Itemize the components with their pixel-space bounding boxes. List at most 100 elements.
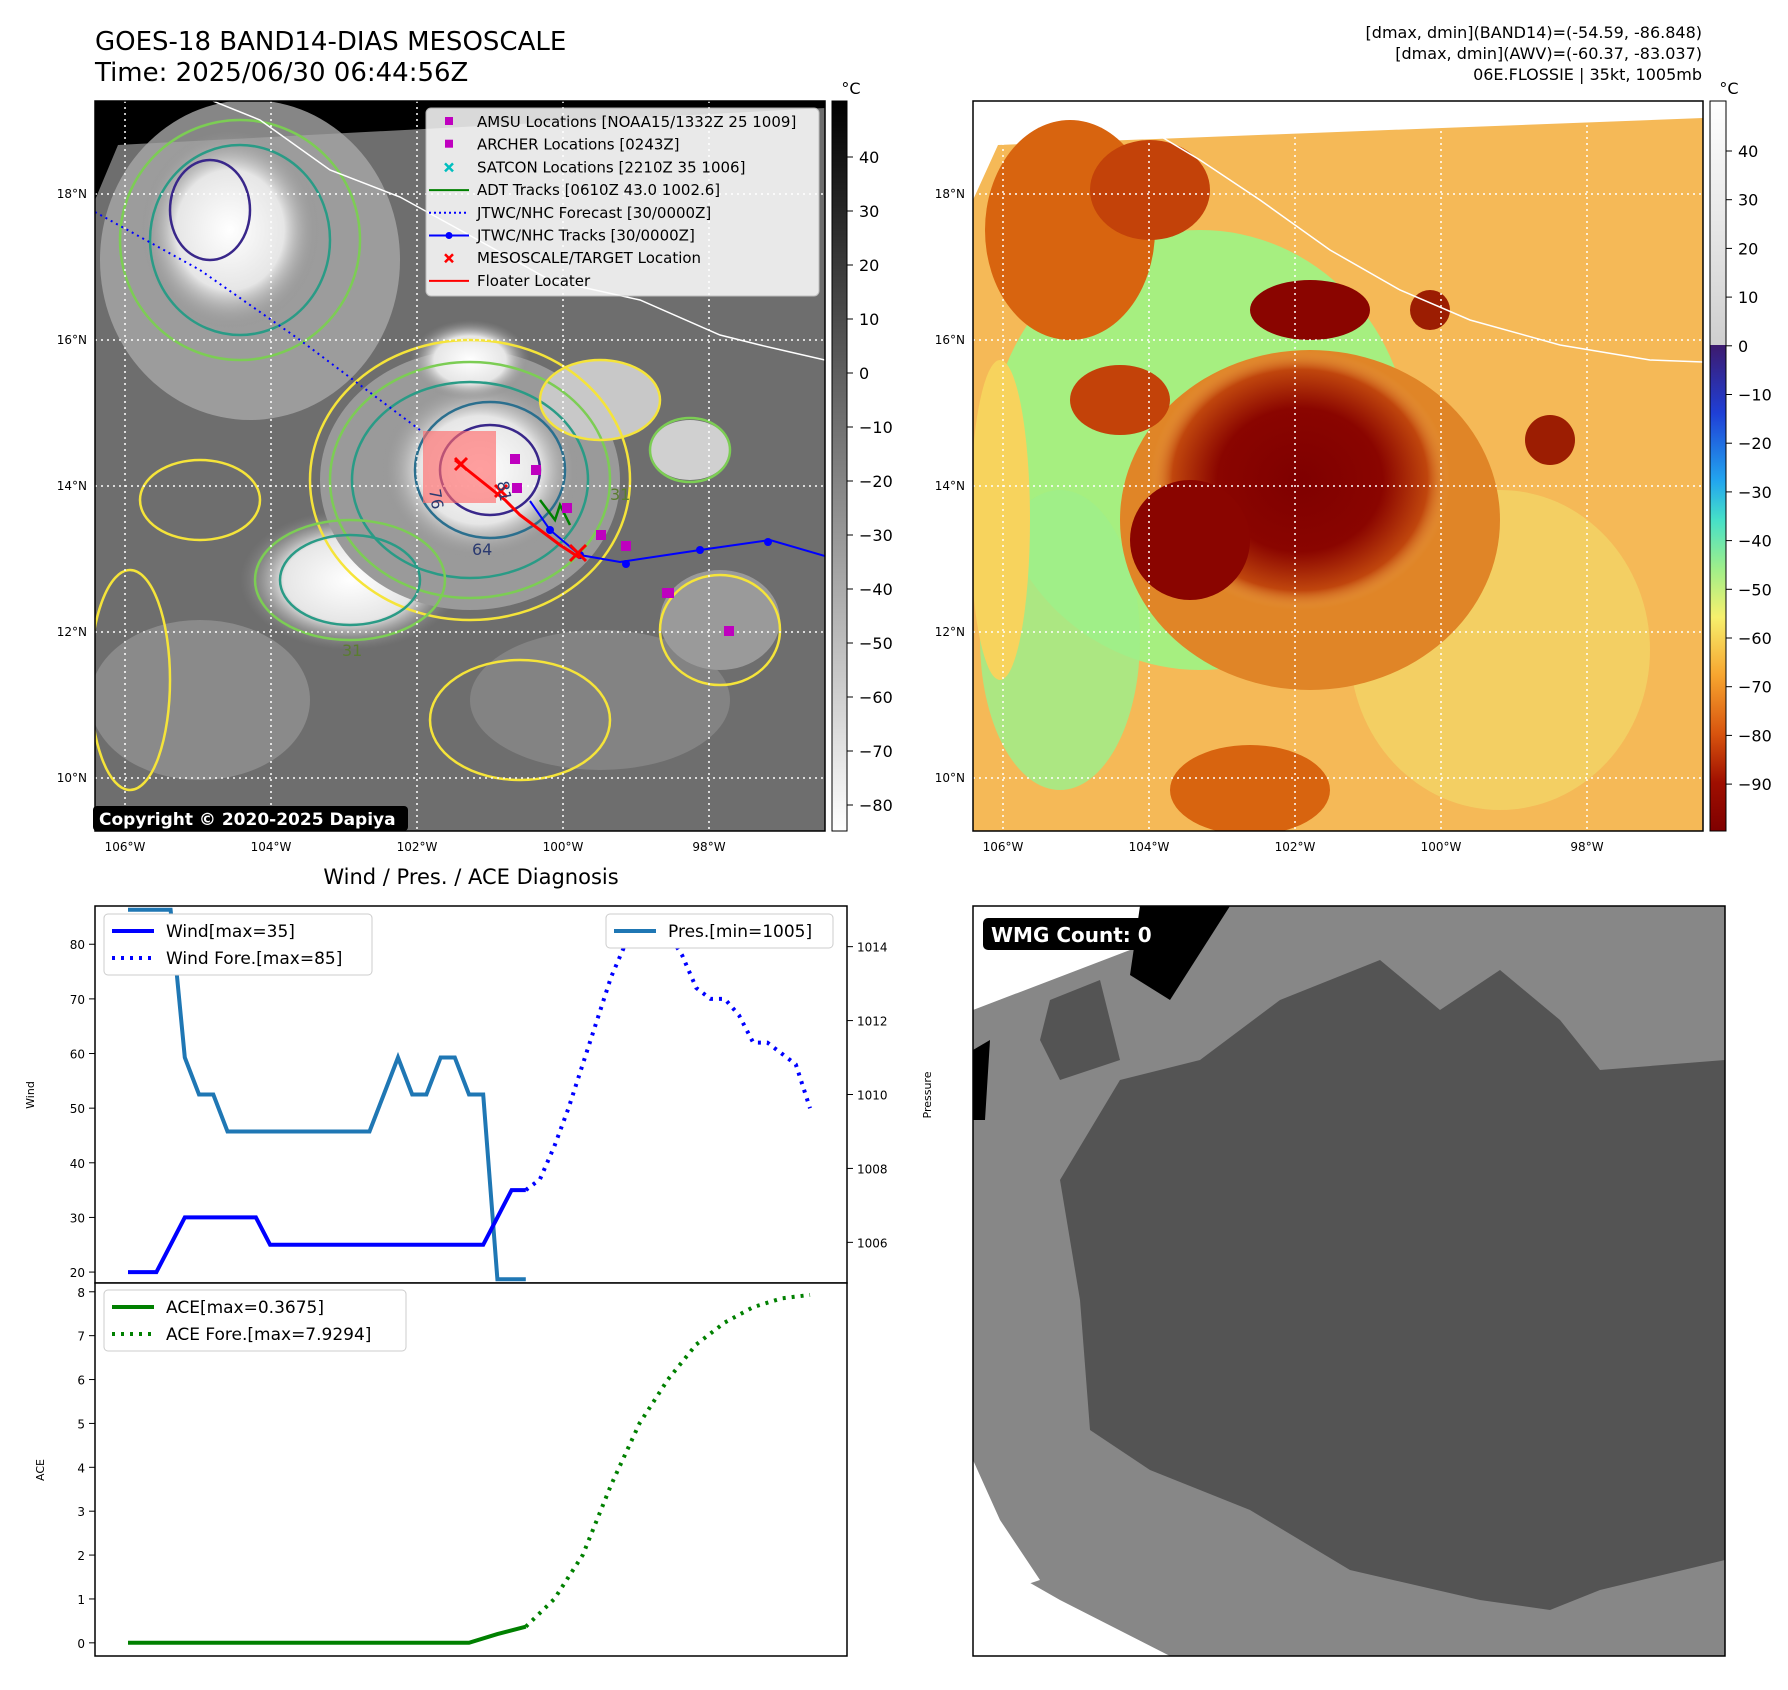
wmg-panel: WMG Count: 0	[972, 905, 1726, 1657]
awv-lon-tick: 102°W	[1275, 840, 1316, 854]
axis-tick-label: 30	[70, 1211, 85, 1225]
ir-lat-tick: 10°N	[57, 771, 87, 785]
colorbar-tick-label: 40	[1738, 142, 1758, 161]
ir-lon-tick: 102°W	[397, 840, 438, 854]
awv-lat-tick: 16°N	[935, 333, 965, 347]
awv-lon-tick: 104°W	[1129, 840, 1170, 854]
figure-title-line2: Time: 2025/06/30 06:44:56Z	[94, 58, 468, 88]
wind-axis-label: Wind	[24, 1081, 37, 1109]
colorbar-tick-label: 10	[859, 310, 879, 329]
legend-square-marker	[445, 117, 453, 125]
axis-tick-label: 2	[77, 1549, 85, 1563]
legend-wind-fore: Wind Fore.[max=85]	[166, 949, 342, 969]
axis-tick-label: 0	[77, 1637, 85, 1651]
colorbar-tick-label: −20	[1738, 434, 1772, 453]
colorbar-tick-label: −60	[1738, 629, 1772, 648]
axis-tick-label: 7	[77, 1330, 85, 1344]
series-line-ace-max-	[128, 1624, 527, 1645]
awv-lat-tick: 10°N	[935, 771, 965, 785]
adt-track	[539, 499, 572, 526]
legend-x-marker	[444, 253, 454, 264]
axis-tick-label: 1	[77, 1593, 85, 1607]
axis-tick-label: 70	[70, 993, 85, 1007]
ir-lon-tick: 100°W	[543, 840, 584, 854]
colorbar-tick-label: −80	[1738, 726, 1772, 745]
axis-tick-label: 1012	[857, 1015, 888, 1029]
axis-tick-label: 60	[70, 1048, 85, 1062]
ir-lon-tick: 104°W	[251, 840, 292, 854]
dmax-band14-text: [dmax, dmin](BAND14)=(-54.59, -86.848)	[1366, 23, 1702, 42]
awv-colorbar: °C 40 30 20 10 0 −10 −20 −30 −40 −50 −60 −70 −80 −90	[1709, 79, 1772, 832]
ir-legend: AMSU Locations [NOAA15/1332Z 25 1009] ARC…	[425, 107, 820, 297]
awv-lon-tick: 100°W	[1421, 840, 1462, 854]
legend-square-marker	[445, 139, 453, 148]
colorbar-tick-label: −60	[859, 688, 893, 707]
awv-map-panel: 106°W 104°W 102°W 100°W 98°W 18°N 16°N 1…	[935, 100, 1704, 854]
ir-colorbar-unit: °C	[841, 79, 860, 98]
wmg-count-label: WMG Count: 0	[991, 923, 1152, 947]
ir-legend-item: JTWC/NHC Forecast [30/0000Z]	[429, 204, 711, 222]
axis-tick-label: 1010	[857, 1089, 888, 1103]
ir-legend-item: Floater Locater	[429, 272, 591, 290]
colorbar-tick-label: 20	[1738, 239, 1758, 258]
ir-map-panel: 81 76 64 31 31 106°W 104°W 102°W 100°W 9…	[57, 100, 826, 854]
colorbar-tick-label: 30	[859, 202, 879, 221]
axis-tick-label: 3	[77, 1505, 85, 1519]
axis-tick-label: 1006	[857, 1236, 888, 1250]
ace-axis-label: ACE	[34, 1459, 47, 1481]
awv-lat-tick: 18°N	[935, 187, 965, 201]
awv-lat-tick: 12°N	[935, 625, 965, 639]
colorbar-tick-label: −30	[1738, 483, 1772, 502]
ir-legend-label: JTWC/NHC Forecast [30/0000Z]	[476, 204, 711, 222]
legend-wind: Wind[max=35]	[166, 922, 295, 942]
ir-lon-tick: 98°W	[692, 840, 725, 854]
axis-tick-label: 20	[70, 1266, 85, 1280]
ir-legend-item: AMSU Locations [NOAA15/1332Z 25 1009]	[445, 113, 796, 131]
ir-lat-tick: 18°N	[57, 187, 87, 201]
diagnosis-panel: Wind / Pres. / ACE Diagnosis Wind Pressu…	[24, 865, 934, 1657]
legend-dot-marker	[445, 232, 453, 239]
pressure-axis-label: Pressure	[921, 1071, 934, 1118]
colorbar-tick-label: −90	[1738, 775, 1772, 794]
colorbar-tick-label: 0	[859, 364, 869, 383]
axis-tick-label: 6	[77, 1374, 85, 1388]
colorbar-tick-label: 40	[859, 148, 879, 167]
colorbar-tick-label: −50	[1738, 580, 1772, 599]
colorbar-tick-label: −40	[1738, 532, 1772, 551]
axis-tick-label: 40	[70, 1157, 85, 1171]
colorbar-tick-label: −10	[859, 418, 893, 437]
ace-legend: ACE[max=0.3675] ACE Fore.[max=7.9294]	[103, 1289, 407, 1352]
ir-legend-item: SATCON Locations [2210Z 35 1006]	[444, 158, 745, 176]
copyright-text: Copyright © 2020-2025 Dapiya	[99, 810, 396, 830]
contour-label-31b: 31	[610, 485, 630, 504]
colorbar-tick-label: −10	[1738, 386, 1772, 405]
ir-legend-label: Floater Locater	[477, 272, 591, 290]
axis-tick-label: 50	[70, 1102, 85, 1116]
contour-label-64: 64	[472, 540, 492, 559]
contour-label-76: 76	[425, 487, 447, 510]
forecast-track	[95, 211, 421, 431]
ir-lon-tick: 106°W	[105, 840, 146, 854]
legend-ace: ACE[max=0.3675]	[166, 1298, 324, 1318]
ir-legend-label: SATCON Locations [2210Z 35 1006]	[477, 158, 745, 176]
colorbar-tick-label: −40	[859, 580, 893, 599]
amsu-markers	[510, 454, 734, 636]
awv-lon-tick: 106°W	[983, 840, 1024, 854]
awv-lon-tick: 98°W	[1570, 840, 1603, 854]
axis-tick-label: 80	[70, 938, 85, 952]
ir-legend-item: ADT Tracks [0610Z 43.0 1002.6]	[429, 181, 720, 199]
colorbar-tick-label: −20	[859, 472, 893, 491]
axis-tick-label: 1014	[857, 941, 888, 955]
legend-ace-fore: ACE Fore.[max=7.9294]	[166, 1325, 371, 1345]
colorbar-tick-label: −80	[859, 796, 893, 815]
colorbar-tick-label: 20	[859, 256, 879, 275]
colorbar-tick-label: −30	[859, 526, 893, 545]
storm-info-text: 06E.FLOSSIE | 35kt, 1005mb	[1473, 65, 1702, 84]
contour-label-31a: 31	[342, 641, 362, 660]
wind-legend: Wind[max=35] Wind Fore.[max=85]	[103, 913, 373, 976]
ir-lat-tick: 12°N	[57, 625, 87, 639]
pres-legend: Pres.[min=1005]	[605, 913, 834, 949]
colorbar-tick-label: −70	[859, 742, 893, 761]
ir-legend-item: MESOSCALE/TARGET Location	[444, 249, 701, 267]
